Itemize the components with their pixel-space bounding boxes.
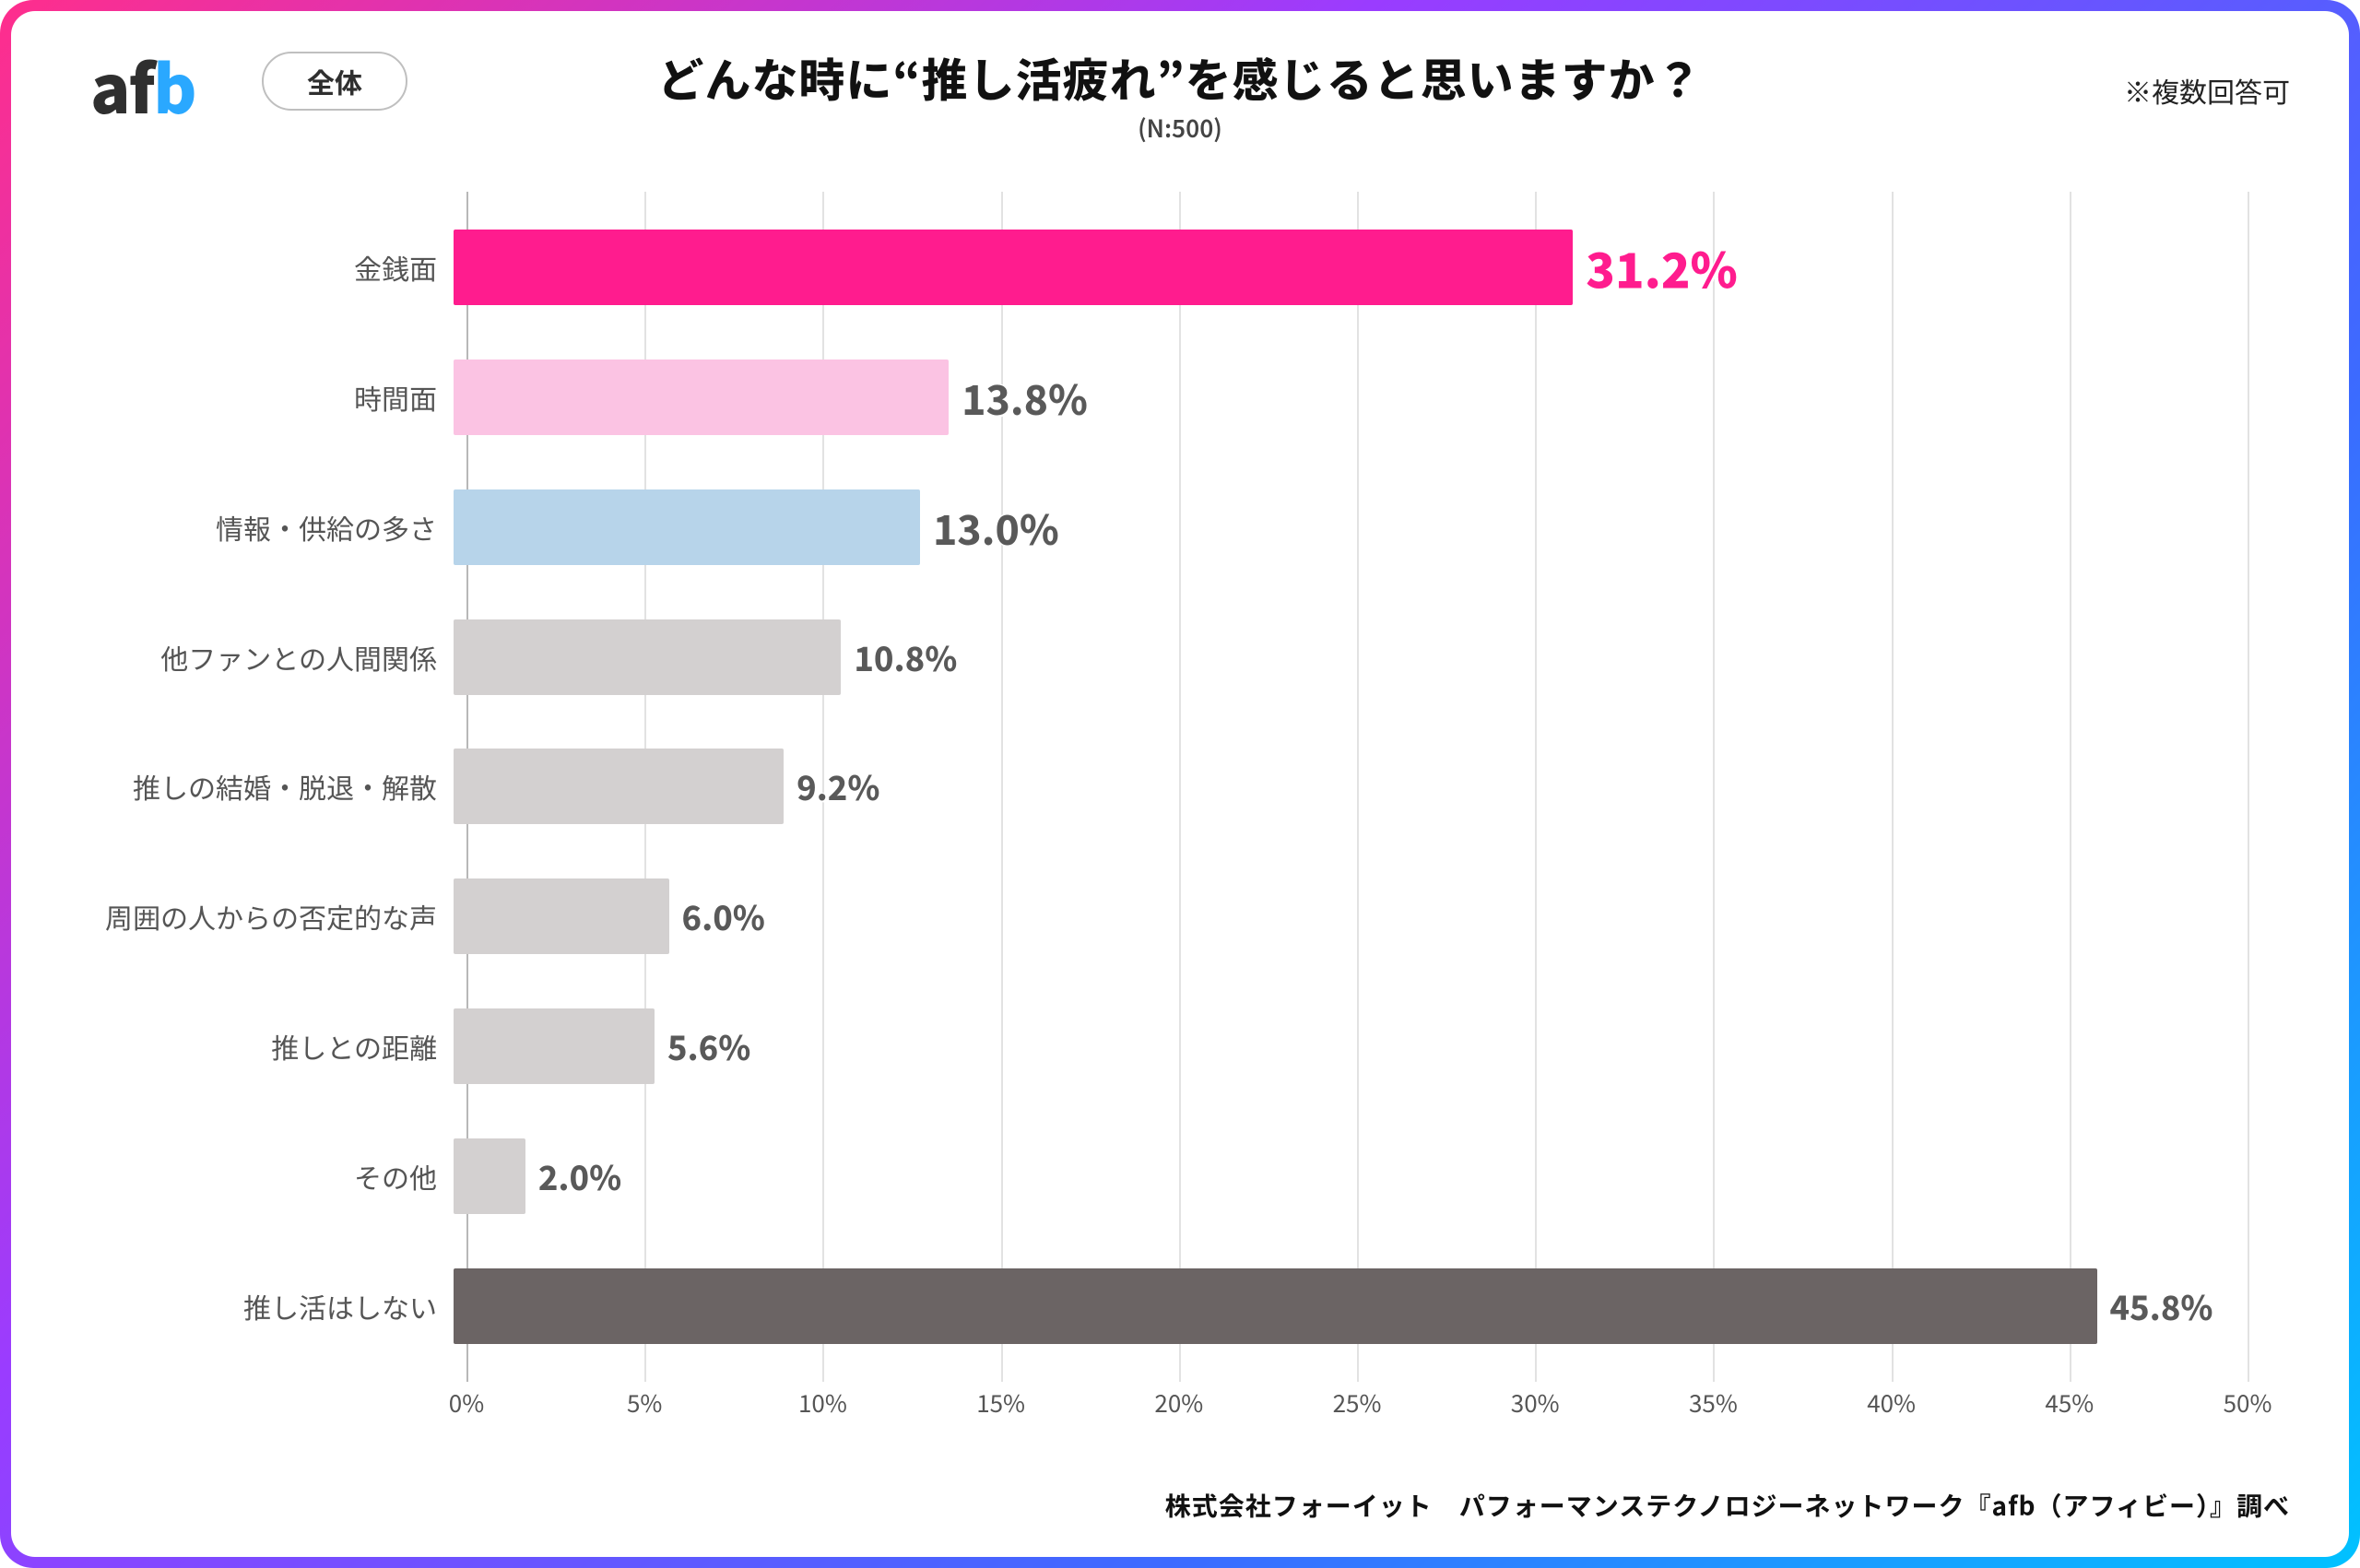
- bar-rows: 金銭面 31.2% 時間面 13.8% 情報・供給の多さ 13.0% 他ファンとの人間関係 1…: [85, 192, 2248, 1382]
- chart-subtitle: (N:500): [11, 111, 2349, 145]
- x-tick-label: 15%: [976, 1385, 1025, 1420]
- bar-track: 5.6%: [454, 1003, 2248, 1090]
- bar-label: 推しとの距離: [85, 1026, 454, 1067]
- bar-track: 6.0%: [454, 873, 2248, 960]
- bar-value: 31.2%: [1586, 233, 1738, 302]
- bar: [454, 1008, 655, 1084]
- x-tick-label: 25%: [1333, 1385, 1382, 1420]
- chart-card: a f b 全体 どんな時に“推し活疲れ”を感じると思いますか？ (N:500)…: [11, 11, 2349, 1557]
- bar-track: 31.2%: [454, 224, 2248, 311]
- x-tick-label: 40%: [1867, 1385, 1916, 1420]
- bar-value: 45.8%: [2110, 1282, 2213, 1330]
- chart-note: ※複数回答可: [2124, 70, 2290, 111]
- bar-row: 時間面 13.8%: [85, 354, 2248, 441]
- x-tick-label: 45%: [2045, 1385, 2094, 1420]
- bar: [454, 749, 784, 824]
- bar-value: 2.0%: [538, 1152, 621, 1200]
- bar-label: 金銭面: [85, 247, 454, 288]
- bar-value: 5.6%: [667, 1022, 750, 1070]
- bar-value: 13.0%: [933, 498, 1059, 557]
- bar-label: 時間面: [85, 377, 454, 418]
- bar-track: 2.0%: [454, 1133, 2248, 1220]
- gradient-frame: a f b 全体 どんな時に“推し活疲れ”を感じると思いますか？ (N:500)…: [0, 0, 2360, 1568]
- x-tick-label: 0%: [449, 1385, 484, 1420]
- source-footer: 株式会社フォーイット パフォーマンステクノロジーネットワーク『afb（アフィビー…: [1165, 1487, 2290, 1524]
- x-tick-label: 20%: [1154, 1385, 1203, 1420]
- bar-label: その他: [85, 1156, 454, 1197]
- bar: [454, 1138, 525, 1214]
- bar-track: 9.2%: [454, 743, 2248, 830]
- bar-label: 周囲の人からの否定的な声: [85, 896, 454, 937]
- bar-track: 45.8%: [454, 1263, 2248, 1350]
- bar-value: 6.0%: [682, 892, 765, 940]
- bar-value: 10.8%: [854, 633, 957, 681]
- bar-row: その他 2.0%: [85, 1133, 2248, 1220]
- x-tick-label: 10%: [798, 1385, 847, 1420]
- bar-row: 推しの結婚・脱退・解散 9.2%: [85, 743, 2248, 830]
- gridline: [2248, 192, 2249, 1382]
- bar-track: 13.8%: [454, 354, 2248, 441]
- chart-title: どんな時に“推し活疲れ”を感じると思いますか？: [11, 44, 2349, 111]
- bar-row: 他ファンとの人間関係 10.8%: [85, 614, 2248, 701]
- x-tick-label: 50%: [2224, 1385, 2272, 1420]
- x-tick-label: 35%: [1689, 1385, 1738, 1420]
- bar-value: 9.2%: [796, 762, 879, 810]
- bar-label: 推しの結婚・脱退・解散: [85, 766, 454, 807]
- bar: [454, 878, 669, 954]
- bar-row: 推しとの距離 5.6%: [85, 1003, 2248, 1090]
- bar-row: 推し活はしない 45.8%: [85, 1263, 2248, 1350]
- bar: [454, 230, 1573, 305]
- bar-track: 13.0%: [454, 484, 2248, 571]
- bar: [454, 360, 949, 435]
- bar-track: 10.8%: [454, 614, 2248, 701]
- bar-row: 周囲の人からの否定的な声 6.0%: [85, 873, 2248, 960]
- bar-row: 金銭面 31.2%: [85, 224, 2248, 311]
- x-axis-labels: 0%5%10%15%20%25%30%35%40%45%50%: [466, 1385, 2248, 1422]
- bar-label: 情報・供給の多さ: [85, 507, 454, 548]
- bar-row: 情報・供給の多さ 13.0%: [85, 484, 2248, 571]
- bar: [454, 489, 920, 565]
- bar: [454, 1268, 2097, 1344]
- bar-label: 推し活はしない: [85, 1286, 454, 1326]
- bar: [454, 619, 841, 695]
- bar-value: 13.8%: [962, 368, 1088, 427]
- x-tick-label: 30%: [1511, 1385, 1560, 1420]
- chart-area: 0% 5% 10% 15% 20% 25% 30% 35% 40% 45% 50% 金銭面 31.2%…: [85, 192, 2275, 1446]
- x-tick-label: 5%: [627, 1385, 662, 1420]
- bar-label: 他ファンとの人間関係: [85, 637, 454, 678]
